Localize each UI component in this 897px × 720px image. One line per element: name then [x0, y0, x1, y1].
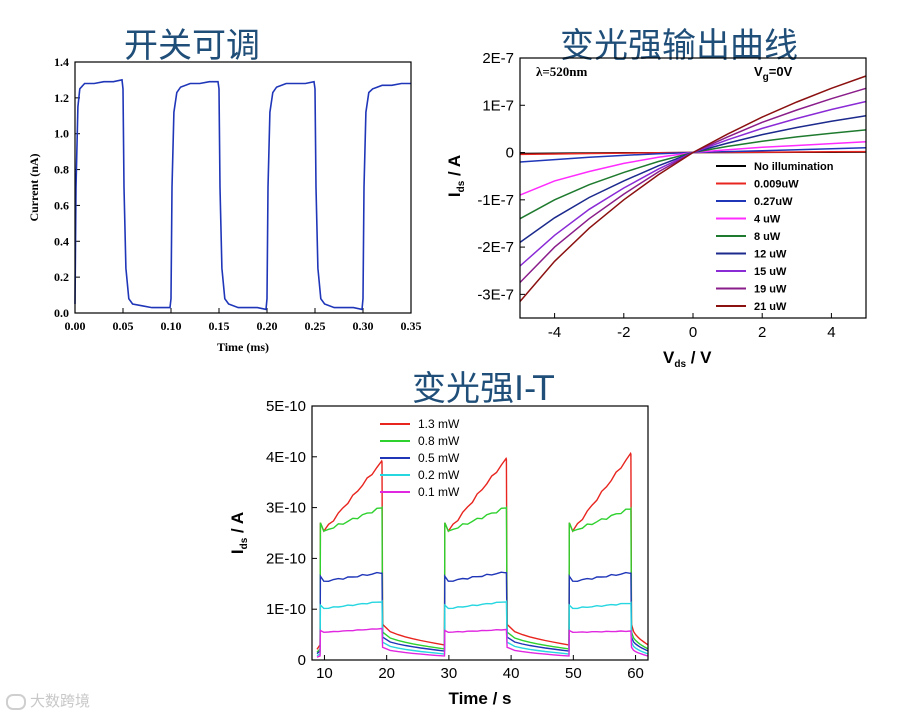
switching-ytick-label: 0.2: [54, 270, 69, 284]
output-legend-label: 12 uW: [754, 249, 787, 261]
it-xtick-label: 10: [316, 665, 333, 682]
output-legend-label: 0.27uW: [754, 196, 793, 208]
switching-ylabel: Current (nA): [27, 153, 41, 221]
it-ytick-label: 1E-10: [266, 601, 306, 618]
it-series-0-line: [316, 451, 649, 650]
output-series-7-line: [519, 87, 867, 284]
output-series-6-line: [519, 100, 867, 267]
output-legend-label: 15 uW: [754, 266, 787, 278]
switching-xtick-label: 0.30: [353, 319, 374, 333]
output-xtick-label: -4: [548, 324, 561, 341]
it-frame: [311, 405, 649, 661]
output-ylabel: Ids / A: [445, 155, 467, 197]
switching-heading: 开关可调: [124, 26, 260, 66]
output-ytick-label: 2E-7: [482, 50, 514, 67]
switching-ytick-label: 0.4: [54, 234, 69, 248]
output-ytick-label: -1E-7: [477, 192, 514, 209]
switching-ytick-label: 1.0: [54, 127, 69, 141]
output-vg-annotation: Vg=0V: [754, 64, 793, 83]
output-xtick-label: 4: [827, 324, 835, 341]
output-legend-label: 0.009uW: [754, 179, 799, 191]
it-series-4-line: [316, 627, 649, 658]
output-legend-label: 8 uW: [754, 231, 781, 243]
switching-xtick-label: 0.05: [113, 319, 134, 333]
it-xtick-label: 50: [565, 665, 582, 682]
switching-xtick-label: 0.10: [161, 319, 182, 333]
output-legend-label: 4 uW: [754, 214, 781, 226]
it-legend-label: 0.5 mW: [418, 451, 460, 465]
switching-ytick-label: 1.4: [54, 55, 69, 69]
switching-ytick-label: 1.2: [54, 91, 69, 105]
switching-xtick-label: 0.35: [401, 319, 422, 333]
output-xlabel: Vds / V: [663, 348, 712, 370]
it-ytick-label: 5E-10: [266, 398, 306, 415]
it-ytick-label: 3E-10: [266, 500, 306, 517]
it-xtick-label: 60: [627, 665, 644, 682]
output-chart: -4 -2 0 2 4 -3E-7 -2E-7 -1E-7 0 1E-7 2E-7 Vds / V Id…: [445, 50, 867, 370]
it-xtick-label: 20: [378, 665, 395, 682]
switching-xtick-label: 0.25: [305, 319, 326, 333]
switching-ytick-label: 0.8: [54, 163, 69, 177]
switching-ytick-label: 0.0: [54, 306, 69, 320]
it-ytick-label: 0: [298, 652, 306, 669]
switching-xtick-label: 0.20: [257, 319, 278, 333]
switching-xtick-label: 0.15: [209, 319, 230, 333]
switching-chart: 0.00 0.05 0.10 0.15 0.20 0.25 0.30 0.35 0.0 0.2 0.…: [27, 55, 422, 354]
output-ytick-label: 0: [506, 145, 514, 162]
it-series-2-line: [316, 571, 649, 655]
it-ylabel: Ids / A: [228, 512, 250, 554]
switching-ytick-label: 0.6: [54, 198, 69, 212]
it-legend-label: 0.2 mW: [418, 468, 460, 482]
switching-frame: [74, 61, 412, 314]
output-series-8-line: [519, 75, 867, 302]
it-legend-label: 1.3 mW: [418, 417, 460, 431]
it-xtick-label: 40: [503, 665, 520, 682]
watermark-icon: [6, 693, 26, 710]
it-chart: 10 20 30 40 50 60 0 1E-10 2E-10 3E-10 4E-10 5E-10 Ti…: [228, 398, 649, 708]
it-xlabel: Time / s: [449, 689, 512, 708]
output-series-4-line: [519, 129, 867, 220]
switching-xtick-label: 0.00: [65, 319, 86, 333]
it-heading: 变光强I-T: [412, 369, 554, 409]
output-ytick-label: 1E-7: [482, 97, 514, 114]
it-ytick-label: 4E-10: [266, 449, 306, 466]
it-legend-label: 0.1 mW: [418, 485, 460, 499]
watermark: 大数跨境: [6, 690, 90, 711]
output-series-2-line: [519, 147, 867, 163]
output-ytick-label: -2E-7: [477, 239, 514, 256]
output-legend-label: 21 uW: [754, 301, 787, 313]
watermark-text: 大数跨境: [30, 692, 91, 710]
it-xtick-label: 30: [441, 665, 458, 682]
output-xtick-label: 2: [758, 324, 766, 341]
it-legend-label: 0.8 mW: [418, 434, 460, 448]
output-ytick-label: -3E-7: [477, 286, 514, 303]
output-legend-label: 19 uW: [754, 284, 787, 296]
output-xtick-label: -2: [617, 324, 630, 341]
output-frame: [519, 57, 867, 319]
output-heading: 变光强输出曲线: [560, 26, 798, 66]
it-ytick-label: 2E-10: [266, 550, 306, 567]
switching-xlabel: Time (ms): [217, 340, 269, 354]
it-series-3-line: [316, 599, 649, 657]
output-xtick-label: 0: [689, 324, 697, 341]
output-legend-label: No illumination: [754, 161, 834, 173]
switching-series-line: [74, 78, 411, 311]
it-series-1-line: [316, 505, 649, 653]
output-wavelength-annotation: λ=520nm: [536, 64, 588, 79]
